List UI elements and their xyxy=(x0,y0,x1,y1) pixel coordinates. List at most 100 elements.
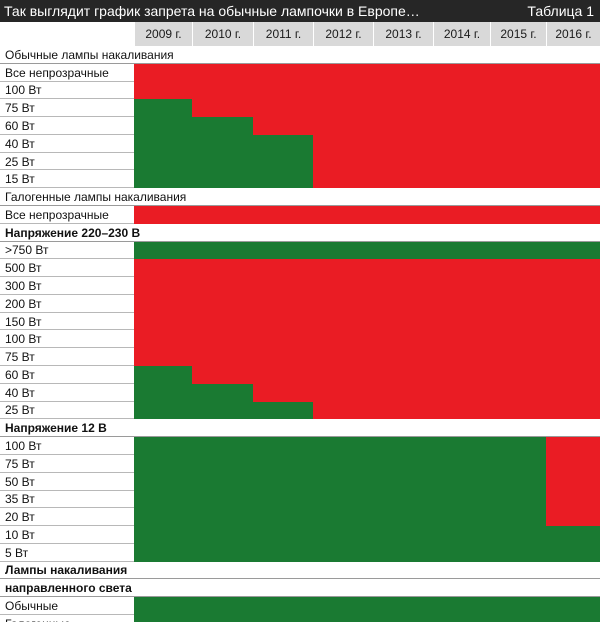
row-label: 60 Вт xyxy=(5,367,35,382)
section-heading: направленного света xyxy=(0,579,600,598)
cell-allowed xyxy=(373,454,434,474)
cell-banned xyxy=(373,170,434,189)
cell-banned xyxy=(313,312,374,331)
cell-allowed xyxy=(134,508,193,527)
cell-allowed xyxy=(253,241,314,260)
row-label: Все непрозрачные xyxy=(5,207,109,222)
cell-banned xyxy=(373,348,434,367)
cell-allowed xyxy=(134,99,193,118)
cell-banned xyxy=(546,348,600,367)
cell-banned xyxy=(192,99,254,118)
cell-banned xyxy=(433,152,491,171)
section-divider xyxy=(0,436,600,438)
cell-allowed xyxy=(546,597,600,616)
cell-banned xyxy=(373,81,434,100)
cell-banned xyxy=(546,454,600,474)
cell-banned xyxy=(253,277,314,296)
row-label: 100 Вт xyxy=(5,83,42,98)
cell-allowed xyxy=(313,526,374,545)
cell-banned xyxy=(253,366,314,385)
cell-banned xyxy=(253,294,314,314)
cell-banned xyxy=(546,117,600,136)
cell-banned xyxy=(313,277,374,296)
cell-allowed xyxy=(192,490,254,509)
cell-banned xyxy=(373,99,434,118)
cell-allowed xyxy=(134,383,193,403)
cell-allowed xyxy=(134,437,193,456)
cell-banned xyxy=(490,99,547,118)
cell-allowed xyxy=(433,543,491,563)
cell-allowed xyxy=(253,454,314,474)
row-divider xyxy=(0,293,134,295)
row-label: 25 Вт xyxy=(5,403,35,418)
cell-allowed xyxy=(433,508,491,527)
cell-banned xyxy=(546,259,600,278)
cell-banned xyxy=(490,348,547,367)
cell-banned xyxy=(192,294,254,314)
cell-banned xyxy=(313,383,374,403)
cell-banned xyxy=(313,348,374,367)
cell-banned xyxy=(373,330,434,349)
cell-allowed xyxy=(134,597,193,616)
cell-allowed xyxy=(253,597,314,616)
cell-banned xyxy=(313,81,374,100)
row-divider xyxy=(0,542,134,544)
section-heading: Лампы накаливания xyxy=(0,561,600,580)
cell-banned xyxy=(134,206,193,225)
cell-allowed xyxy=(313,437,374,456)
cell-allowed xyxy=(433,597,491,616)
cell-allowed xyxy=(433,614,491,622)
cell-banned xyxy=(373,366,434,385)
cell-banned xyxy=(373,294,434,314)
cell-banned xyxy=(433,277,491,296)
cell-banned xyxy=(546,472,600,491)
cell-allowed xyxy=(192,508,254,527)
cell-banned xyxy=(313,259,374,278)
cell-allowed xyxy=(373,490,434,509)
row-divider xyxy=(0,311,134,313)
row-divider xyxy=(0,507,134,509)
cell-banned xyxy=(546,366,600,385)
cell-banned xyxy=(192,312,254,331)
cell-banned xyxy=(313,366,374,385)
year-header: 2016 г. xyxy=(546,22,600,46)
row-label: 75 Вт xyxy=(5,350,35,365)
cell-allowed xyxy=(313,597,374,616)
cell-banned xyxy=(433,134,491,154)
cell-banned xyxy=(134,312,193,331)
cell-banned xyxy=(433,63,491,83)
cell-banned xyxy=(373,401,434,420)
cell-banned xyxy=(490,63,547,83)
cell-allowed xyxy=(490,454,547,474)
cell-banned xyxy=(490,81,547,100)
row-label: Обычные xyxy=(5,599,59,614)
cell-banned xyxy=(433,81,491,100)
cell-allowed xyxy=(134,117,193,136)
cell-banned xyxy=(490,277,547,296)
row-divider xyxy=(0,80,134,82)
row-divider xyxy=(0,489,134,491)
cell-allowed xyxy=(373,543,434,563)
year-header: 2012 г. xyxy=(313,22,373,46)
cell-allowed xyxy=(546,241,600,260)
cell-allowed xyxy=(134,526,193,545)
cell-banned xyxy=(373,277,434,296)
section-heading: Напряжение 220–230 В xyxy=(0,223,600,242)
row-label: 100 Вт xyxy=(5,439,42,454)
cell-banned xyxy=(253,117,314,136)
cell-allowed xyxy=(134,170,193,189)
cell-banned xyxy=(433,117,491,136)
cell-banned xyxy=(433,259,491,278)
cell-banned xyxy=(546,508,600,527)
cell-banned xyxy=(433,366,491,385)
cell-allowed xyxy=(253,543,314,563)
cell-banned xyxy=(546,312,600,331)
cell-banned xyxy=(313,206,374,225)
cell-banned xyxy=(546,134,600,154)
cell-allowed xyxy=(134,134,193,154)
year-header: 2014 г. xyxy=(433,22,490,46)
cell-banned xyxy=(313,117,374,136)
cell-banned xyxy=(373,206,434,225)
cell-banned xyxy=(253,99,314,118)
cell-banned xyxy=(546,294,600,314)
